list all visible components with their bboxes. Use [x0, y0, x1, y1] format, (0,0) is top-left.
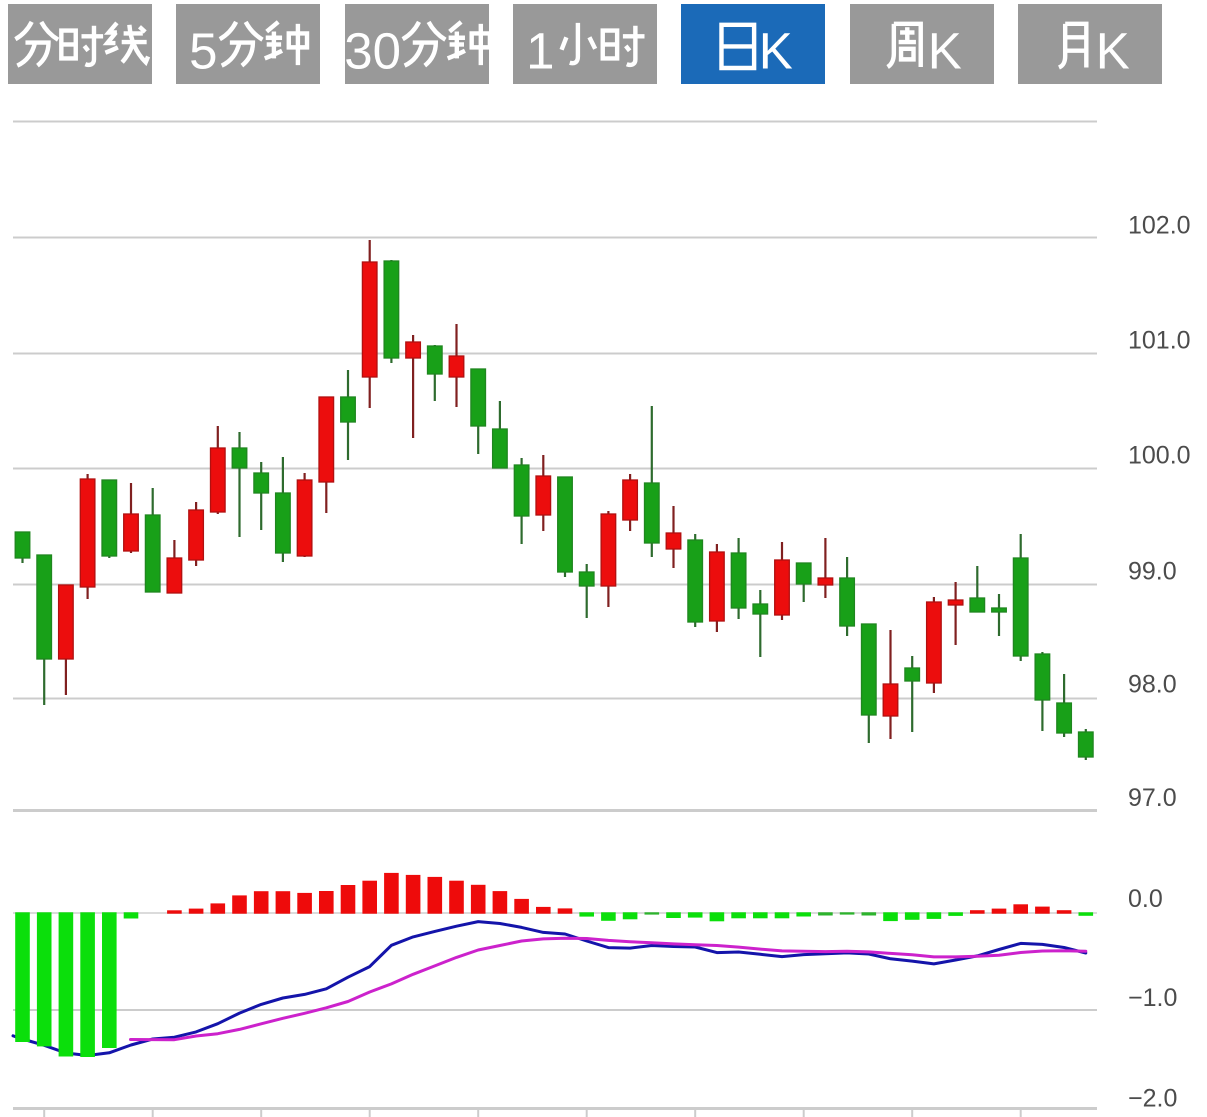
svg-text:K: K [927, 23, 961, 80]
svg-text:97.0: 97.0 [1128, 784, 1177, 812]
svg-text:100.0: 100.0 [1128, 442, 1191, 470]
svg-text:30: 30 [345, 23, 401, 80]
svg-text:101.0: 101.0 [1128, 327, 1191, 355]
svg-text:K: K [759, 23, 793, 80]
svg-text:−1.0: −1.0 [1128, 984, 1177, 1012]
svg-text:K: K [1096, 23, 1130, 80]
svg-text:99.0: 99.0 [1128, 558, 1177, 586]
svg-text:98.0: 98.0 [1128, 671, 1177, 699]
svg-text:102.0: 102.0 [1128, 212, 1191, 240]
svg-text:0.0: 0.0 [1128, 885, 1163, 913]
svg-text:1: 1 [526, 23, 554, 80]
svg-text:−2.0: −2.0 [1128, 1085, 1177, 1113]
svg-text:5: 5 [189, 23, 217, 80]
